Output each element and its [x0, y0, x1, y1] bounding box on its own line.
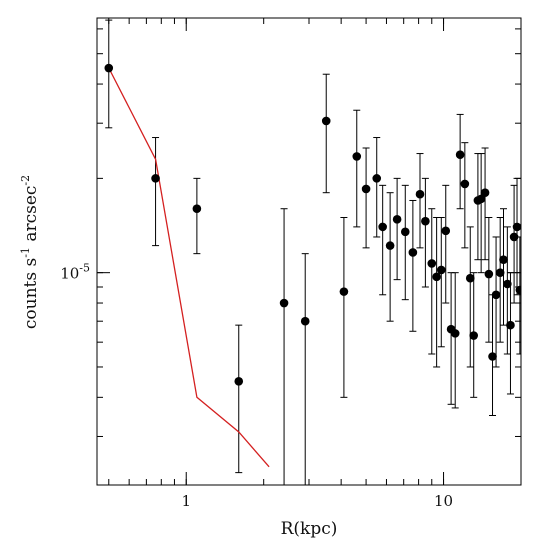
plot-frame [96, 17, 522, 486]
data-point [151, 174, 160, 183]
data-point [499, 255, 508, 264]
major-ticks [97, 18, 521, 485]
minor-ticks [97, 18, 522, 485]
model-line [108, 67, 270, 468]
data-point [421, 216, 430, 226]
data-point [469, 331, 479, 340]
x-tick-label: 10 [434, 492, 453, 510]
data-point [300, 316, 310, 326]
data-point [372, 174, 382, 183]
y-axis-title-exp1: -1 [19, 247, 32, 258]
data-point [491, 290, 501, 300]
data-point [512, 222, 521, 232]
data-point [450, 329, 460, 338]
data-point [234, 377, 244, 386]
data-point [455, 150, 465, 159]
y-axis-title-base: counts s [21, 258, 41, 329]
y-axis-title-mid: arcsec [21, 186, 41, 248]
data-point [339, 287, 349, 296]
data-point [392, 215, 402, 224]
data-point [488, 352, 497, 361]
data-point [415, 189, 425, 199]
data-point [460, 179, 470, 189]
data-point [427, 259, 437, 268]
x-axis-title: R(kpc) [281, 519, 338, 539]
error-bars [105, 19, 521, 485]
data-point [352, 152, 362, 161]
data-point [515, 285, 521, 295]
data-point [385, 241, 395, 250]
data-point [436, 265, 446, 275]
y-axis-title-exp2: -2 [19, 175, 32, 186]
data-point [480, 188, 490, 197]
data-point [441, 226, 451, 236]
data-point [506, 320, 515, 330]
y-tick-label: 10-5 [60, 262, 90, 283]
data-point [465, 273, 475, 283]
y-axis-title: counts s-1 arcsec-2 [19, 175, 41, 329]
data-points [104, 63, 521, 386]
data-point [361, 184, 371, 194]
data-point [321, 116, 331, 126]
data-point [408, 248, 418, 257]
data-point [192, 204, 202, 214]
data-point [432, 272, 441, 282]
data-point [279, 298, 289, 308]
x-tick-label: 1 [181, 492, 191, 510]
data-point [503, 279, 512, 289]
data-point [378, 222, 387, 232]
data-point [104, 63, 114, 73]
data-point [509, 232, 519, 242]
data-point [484, 269, 494, 279]
data-point [476, 194, 486, 204]
data-point [400, 227, 410, 237]
data-point [495, 268, 505, 277]
